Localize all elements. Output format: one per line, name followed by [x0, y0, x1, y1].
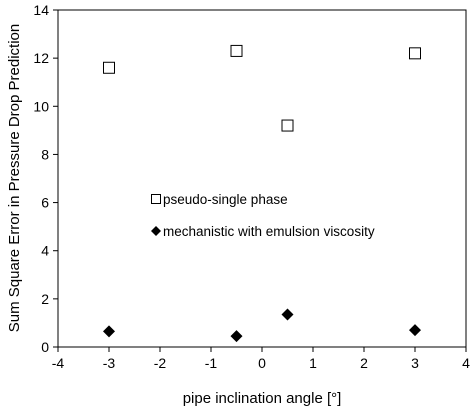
x-tick-label: 4	[462, 355, 470, 371]
legend-entry-label: pseudo-single phase	[163, 192, 288, 207]
plot-frame	[57, 9, 467, 348]
x-axis-title: pipe inclination angle [°]	[183, 390, 342, 407]
x-tick-label: 3	[411, 355, 419, 371]
y-tick-label: 6	[41, 195, 49, 211]
y-tick-label: 4	[41, 243, 49, 259]
legend-square-marker	[151, 194, 161, 204]
x-tick-label: 0	[258, 355, 266, 371]
x-tick-label: -3	[103, 355, 116, 371]
y-axis-title: Sum Square Error in Pressure Drop Predic…	[6, 24, 23, 332]
y-tick-label: 0	[41, 339, 49, 355]
legend-entry-label: mechanistic with emulsion viscosity	[163, 224, 375, 239]
open-square-point	[281, 119, 294, 132]
y-tick-label: 8	[41, 146, 49, 162]
x-tick-label: -4	[52, 355, 65, 371]
x-tick-label: -2	[154, 355, 167, 371]
open-square-point	[230, 44, 243, 57]
x-tick-label: 1	[309, 355, 317, 371]
filled-diamond-point	[409, 324, 421, 337]
legend: pseudo-single phase mechanistic with emul…	[151, 192, 375, 239]
y-tick-label: 2	[41, 291, 49, 307]
filled-diamond-point	[230, 330, 243, 343]
filled-diamond-point	[281, 308, 294, 321]
filled-diamond-point	[103, 325, 115, 338]
data-marks	[103, 44, 421, 343]
y-tick-label: 10	[33, 98, 49, 114]
legend-diamond-marker	[151, 226, 161, 236]
x-tick-label: -1	[205, 355, 218, 371]
open-square-point	[409, 47, 421, 60]
open-square-point	[103, 61, 115, 74]
x-tick-label: 2	[360, 355, 368, 371]
y-tick-label: 14	[33, 2, 49, 18]
y-tick-label: 12	[33, 50, 49, 66]
y-axis-ticks: 0 2 4 6 8 10 12 14	[33, 2, 58, 355]
x-axis-ticks: -4 -3 -2 -1 0 1 2 3 4	[52, 347, 470, 371]
